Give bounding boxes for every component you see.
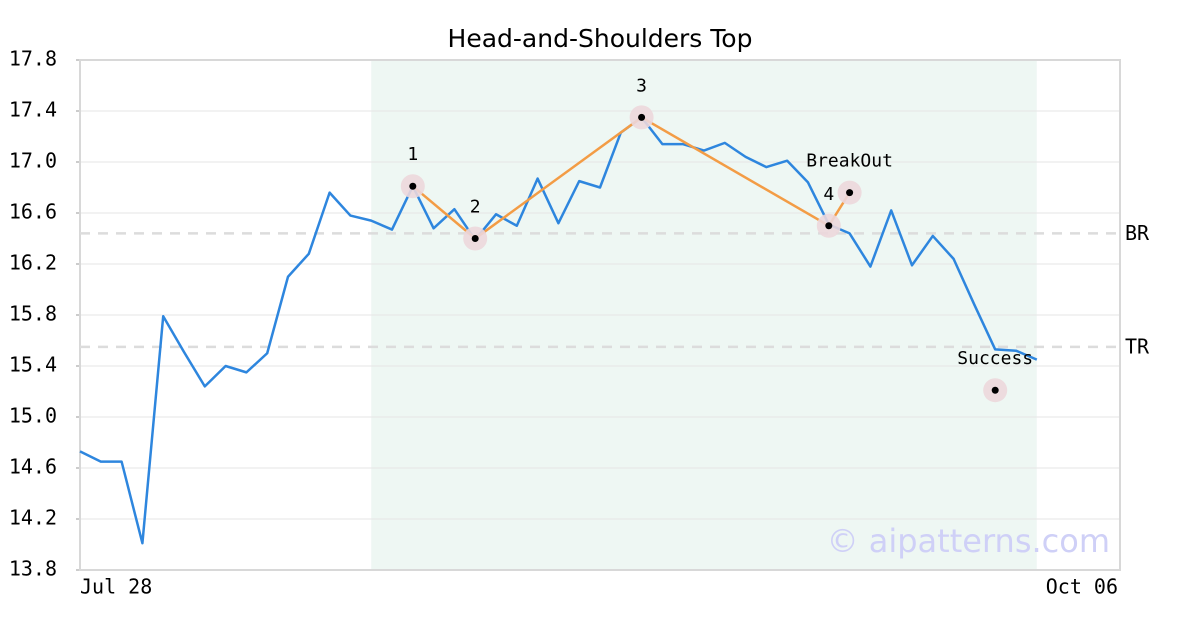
pattern-label: 4: [823, 184, 834, 205]
pattern-label: BreakOut: [806, 151, 893, 172]
pattern-point: [991, 386, 999, 394]
y-tick-label: 15.0: [9, 404, 57, 428]
level-label: BR: [1125, 221, 1150, 245]
pattern-label: 1: [407, 144, 418, 165]
y-tick-label: 17.4: [9, 98, 57, 122]
x-tick-label: Oct 06: [1046, 575, 1118, 599]
y-tick-label: 17.0: [9, 149, 57, 173]
x-tick-label: Jul 28: [80, 575, 152, 599]
y-tick-label: 15.4: [9, 353, 57, 377]
pattern-point: [471, 235, 479, 242]
watermark: © aipatterns.com: [827, 522, 1110, 560]
level-label: TR: [1125, 334, 1150, 358]
plot-frame: [79, 59, 1121, 571]
pattern-label: 3: [636, 75, 647, 96]
pattern-point: [638, 113, 646, 121]
y-tick-label: 14.2: [9, 506, 57, 530]
y-tick-label: 17.8: [9, 47, 57, 71]
pattern-label: Success: [957, 348, 1033, 369]
price-line: [79, 116, 1038, 545]
pattern-point: [409, 182, 417, 190]
y-tick-label: 16.2: [9, 251, 57, 275]
y-tick-label: 13.8: [9, 557, 57, 581]
y-tick-label: 15.8: [9, 302, 57, 326]
y-tick-label: 16.6: [9, 200, 57, 224]
chart-title: Head-and-Shoulders Top: [448, 24, 753, 53]
pattern-point: [825, 222, 833, 230]
pattern-label: 2: [470, 197, 481, 218]
y-tick-label: 14.6: [9, 455, 57, 479]
pattern-point: [846, 189, 854, 197]
